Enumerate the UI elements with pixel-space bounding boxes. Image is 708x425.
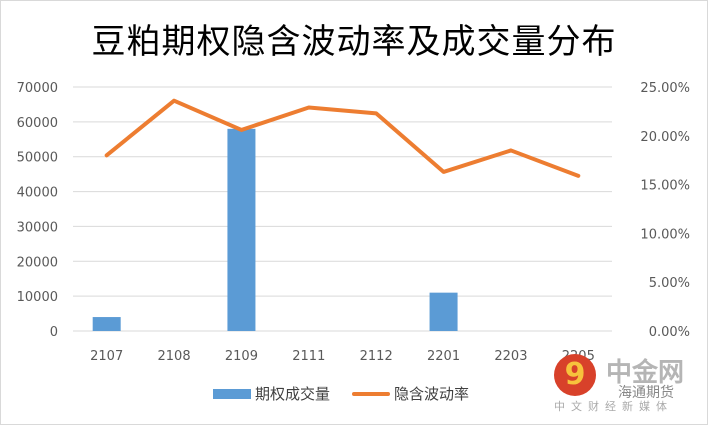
- left-tick-label: 20000: [17, 255, 58, 270]
- left-tick-label: 10000: [17, 290, 58, 305]
- right-tick-label: 5.00%: [649, 276, 690, 291]
- left-tick-label: 40000: [17, 186, 58, 201]
- watermark: 9 中金网 海通期货 中文财经新媒体: [548, 352, 708, 422]
- right-tick-label: 20.00%: [640, 130, 690, 145]
- legend-label-iv: 隐含波动率: [394, 385, 470, 403]
- x-tick-label: 2111: [292, 349, 325, 364]
- iv-line: [104, 98, 581, 178]
- x-tick-label: 2201: [427, 349, 460, 364]
- bar-2201: [429, 292, 458, 331]
- chart-title: 豆粕期权隐含波动率及成交量分布: [91, 22, 617, 62]
- left-tick-label: 50000: [17, 151, 58, 166]
- watermark-logo-icon: 9: [554, 354, 596, 396]
- watermark-sub: 海通期货: [618, 385, 674, 401]
- left-tick-label: 60000: [17, 116, 58, 131]
- right-tick-label: 10.00%: [640, 227, 690, 242]
- left-tick-label: 70000: [17, 81, 58, 96]
- watermark-name: 中金网: [606, 358, 685, 388]
- right-tick-label: 15.00%: [640, 179, 690, 194]
- bar-2107: [92, 317, 121, 331]
- x-tick-label: 2203: [494, 349, 527, 364]
- left-tick-label: 0: [50, 325, 58, 340]
- x-tick-label: 2108: [158, 349, 191, 364]
- legend-label-volume: 期权成交量: [255, 385, 331, 403]
- right-tick-label: 25.00%: [640, 81, 690, 96]
- left-tick-label: 30000: [17, 220, 58, 235]
- x-tick-label: 2112: [360, 349, 393, 364]
- x-tick-label: 2107: [90, 349, 123, 364]
- right-tick-label: 0.00%: [649, 325, 690, 340]
- x-tick-label: 2109: [225, 349, 258, 364]
- legend-swatch-volume: [213, 388, 251, 399]
- bar-2109: [227, 128, 256, 331]
- legend-swatch-iv: [352, 391, 391, 396]
- legend: 期权成交量 隐含波动率: [213, 383, 469, 404]
- watermark-tagline: 中文财经新媒体: [554, 400, 673, 413]
